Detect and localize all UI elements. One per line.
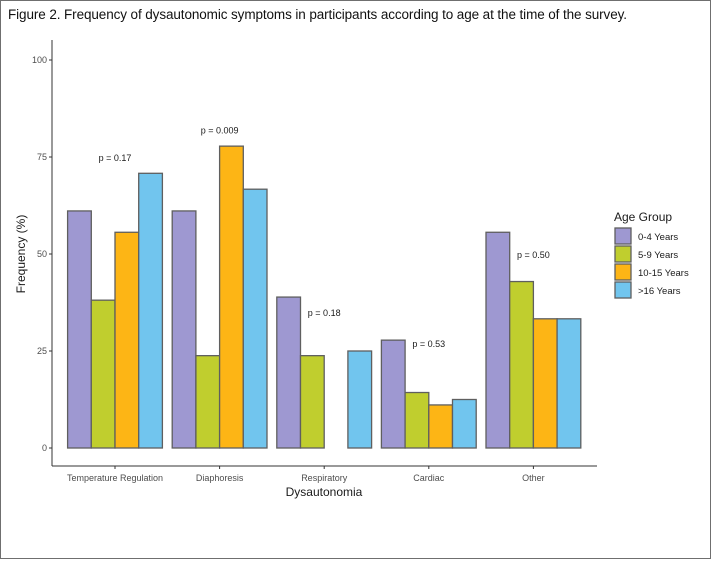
x-tick-label: Temperature Regulation — [67, 473, 163, 483]
p-value-annotation: p = 0.18 — [308, 308, 341, 318]
bar-other-5-9-years — [509, 280, 535, 449]
p-value-annotation: p = 0.53 — [412, 339, 445, 349]
y-tick-label: 100 — [32, 55, 47, 65]
bar-temperature-regulation-16-years — [138, 172, 164, 449]
bar-cardiac-5-9-years — [404, 391, 430, 449]
bar-cardiac-0-4-years — [380, 339, 406, 449]
bar-cardiac-16-years — [451, 398, 477, 449]
bar-respiratory-5-9-years — [299, 355, 325, 449]
bar-respiratory-16-years — [347, 350, 373, 449]
y-tick-label: 50 — [37, 249, 47, 259]
bar-diaphoresis-10-15-years — [218, 145, 244, 449]
bar-other-0-4-years — [485, 231, 511, 449]
bar-diaphoresis-0-4-years — [171, 210, 197, 449]
y-axis: 0 25 50 75 100 — [32, 40, 53, 466]
y-tick-label: 75 — [37, 152, 47, 162]
x-tick-label: Respiratory — [301, 473, 348, 483]
x-tick-label: Cardiac — [413, 473, 445, 483]
legend: Age Group 0-4 Years 5-9 Years 10-15 Years >… — [614, 210, 689, 299]
legend-swatch — [614, 245, 632, 263]
p-value-annotation: p = 0.17 — [99, 153, 132, 163]
y-tick-label: 25 — [37, 346, 47, 356]
x-axis-title: Dysautonomia — [286, 485, 363, 499]
legend-swatch — [614, 227, 632, 245]
bar-temperature-regulation-0-4-years — [66, 210, 92, 449]
legend-label: 10-15 Years — [638, 268, 689, 279]
x-axis: Temperature Regulation Diaphoresis Respira… — [52, 465, 597, 483]
bar-respiratory-0-4-years — [276, 296, 302, 449]
y-axis-title: Frequency (%) — [14, 215, 28, 294]
bar-other-16-years — [556, 318, 582, 449]
legend-label: 0-4 Years — [638, 232, 678, 243]
legend-swatch — [614, 281, 632, 299]
figure-caption: Figure 2. Frequency of dysautonomic symp… — [8, 7, 627, 22]
p-value-annotation: p = 0.009 — [201, 126, 239, 136]
x-tick-label: Diaphoresis — [196, 473, 244, 483]
bar-cardiac-10-15-years — [428, 404, 454, 449]
p-value-annotation: p = 0.50 — [517, 250, 550, 260]
bar-temperature-regulation-10-15-years — [114, 231, 140, 449]
bars — [66, 145, 582, 449]
legend-swatch — [614, 263, 632, 281]
x-tick-label: Other — [522, 473, 545, 483]
legend-title: Age Group — [614, 210, 672, 224]
bar-other-10-15-years — [532, 318, 558, 449]
bar-temperature-regulation-5-9-years — [90, 299, 116, 449]
bar-diaphoresis-5-9-years — [195, 355, 221, 449]
annotations: p = 0.17 p = 0.009 p = 0.18 p = 0.53 p = 0.5… — [99, 126, 550, 349]
bar-diaphoresis-16-years — [242, 188, 268, 449]
legend-label: 5-9 Years — [638, 250, 678, 261]
legend-label: >16 Years — [638, 286, 681, 297]
y-tick-label: 0 — [42, 443, 47, 453]
